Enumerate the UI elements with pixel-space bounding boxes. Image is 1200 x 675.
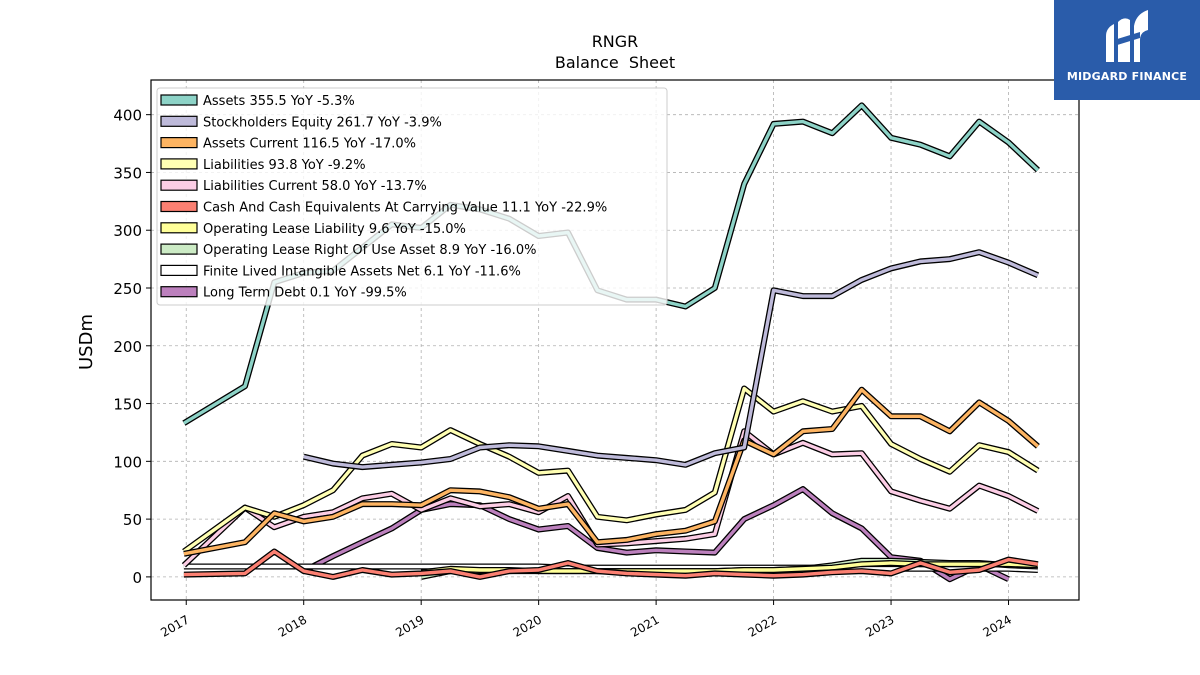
y-tick-label: 0 <box>132 569 142 587</box>
y-tick-label: 100 <box>113 453 142 471</box>
y-axis-label: USDm <box>76 314 97 370</box>
legend-label: Liabilities 93.8 YoY -9.2% <box>203 158 366 173</box>
legend-swatch <box>160 137 198 149</box>
series-line-group <box>183 548 1039 580</box>
series-line-group <box>182 385 1040 554</box>
y-tick-label: 300 <box>113 222 142 240</box>
legend-swatch <box>160 179 198 191</box>
brand-name: MIDGARD FINANCE <box>1066 70 1188 83</box>
legend-label: Stockholders Equity 261.7 YoY -3.9% <box>203 115 442 130</box>
legend-swatch <box>160 115 198 127</box>
series-line <box>182 386 1039 553</box>
y-tick-label: 400 <box>113 107 142 125</box>
plot-frame <box>150 79 1080 601</box>
legend-box <box>156 87 668 306</box>
series-line <box>183 549 1039 579</box>
y-tick-label: 350 <box>113 164 142 182</box>
midgard-logo-icon <box>1106 10 1148 62</box>
y-tick-label: 150 <box>113 396 142 414</box>
x-tick-label: 2021 <box>628 612 661 639</box>
legend-swatch <box>160 158 198 170</box>
chart-subtitle: Balance Sheet <box>555 53 675 72</box>
series-line-outline <box>182 385 1040 554</box>
y-tick-label: 50 <box>123 511 142 529</box>
x-tick-label: 2019 <box>393 612 426 639</box>
series-line-group <box>181 428 1040 568</box>
x-tick-label: 2023 <box>863 612 896 639</box>
legend-label: Liabilities Current 58.0 YoY -13.7% <box>203 179 427 194</box>
legend-label: Cash And Cash Equivalents At Carrying Va… <box>203 201 607 216</box>
series-line-group <box>183 386 1040 557</box>
legend-label: Long Term Debt 0.1 YoY -99.5% <box>203 286 407 301</box>
legend-swatch <box>160 200 198 213</box>
y-tick-label: 200 <box>113 338 142 356</box>
legend-swatch <box>160 264 198 276</box>
legend: Assets 355.5 YoY -5.3% Stockholders Equit… <box>156 87 668 306</box>
series-line <box>303 250 1039 469</box>
x-tick-label: 2024 <box>981 612 1014 639</box>
legend-swatch <box>160 94 198 106</box>
y-tick-label: 250 <box>113 280 142 298</box>
x-tick-label: 2022 <box>746 612 779 639</box>
x-tick-label: 2017 <box>158 612 191 639</box>
legend-swatch <box>160 286 198 298</box>
x-tick-label: 2020 <box>511 612 544 639</box>
series-line-outline <box>183 386 1040 557</box>
legend-label: Operating Lease Right Of Use Asset 8.9 Y… <box>203 243 536 258</box>
legend-label: Assets Current 116.5 YoY -17.0% <box>203 137 416 152</box>
brand-logo: MIDGARD FINANCE <box>1054 0 1200 100</box>
legend-label: Operating Lease Liability 9.6 YoY -15.0% <box>203 222 466 237</box>
legend-label: Finite Lived Intangible Assets Net 6.1 Y… <box>203 264 521 279</box>
chart-title: RNGR <box>592 32 639 51</box>
series-line <box>182 429 1039 567</box>
legend-swatch <box>160 222 198 234</box>
legend-label: Assets 355.5 YoY -5.3% <box>203 94 355 109</box>
series-line-group <box>303 249 1040 471</box>
legend-swatch <box>160 243 198 255</box>
x-tick-label: 2018 <box>276 612 309 639</box>
series-line <box>183 388 1040 556</box>
